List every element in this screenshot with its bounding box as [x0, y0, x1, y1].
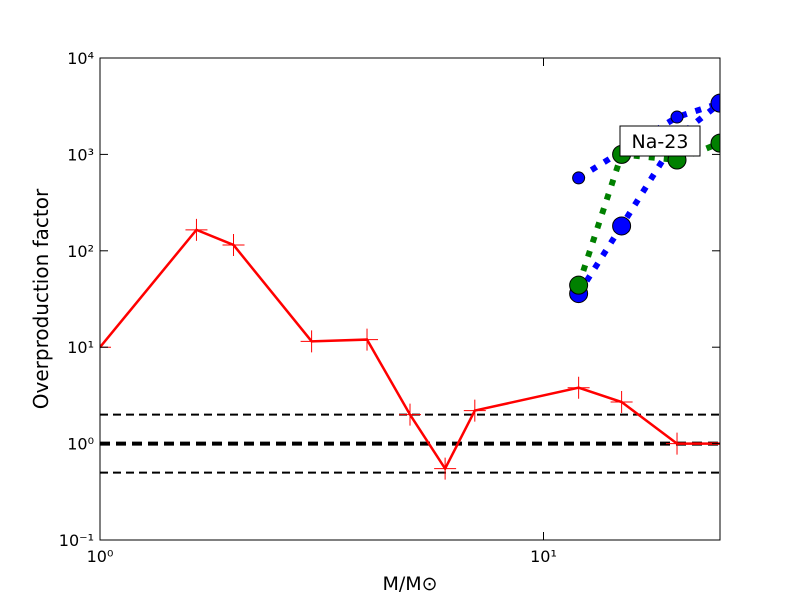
x-axis-label: M/M⊙ — [382, 573, 437, 595]
marker — [612, 216, 632, 236]
y-tick-label: 10⁰ — [67, 435, 94, 454]
annotation-box — [619, 125, 701, 157]
series-line — [576, 100, 720, 296]
y-tick-label: 10² — [67, 242, 94, 261]
marker — [610, 391, 633, 414]
marker — [463, 399, 486, 422]
x-tick-label: 10¹ — [530, 547, 557, 566]
series-line — [575, 140, 720, 287]
marker — [710, 93, 720, 113]
marker — [567, 376, 590, 399]
marker — [572, 171, 586, 185]
marker — [670, 110, 684, 124]
y-axis-label: Overproduction factor — [29, 188, 53, 409]
marker — [185, 218, 208, 241]
marker — [222, 233, 245, 256]
y-tick-label: 10⁴ — [67, 49, 94, 68]
marker — [710, 133, 720, 153]
annotation: Na-23 — [632, 131, 689, 153]
marker — [399, 403, 421, 426]
x-tick-label: 10⁰ — [87, 547, 114, 566]
marker — [666, 432, 689, 455]
series-line — [100, 228, 720, 472]
axes-frame — [99, 57, 721, 541]
y-tick-label: 10¹ — [67, 338, 94, 357]
marker — [434, 457, 457, 480]
marker — [569, 275, 589, 295]
y-tick-label: 10³ — [67, 145, 94, 164]
marker — [356, 328, 379, 351]
marker — [300, 330, 323, 353]
y-tick-label: 10⁻¹ — [59, 531, 94, 550]
